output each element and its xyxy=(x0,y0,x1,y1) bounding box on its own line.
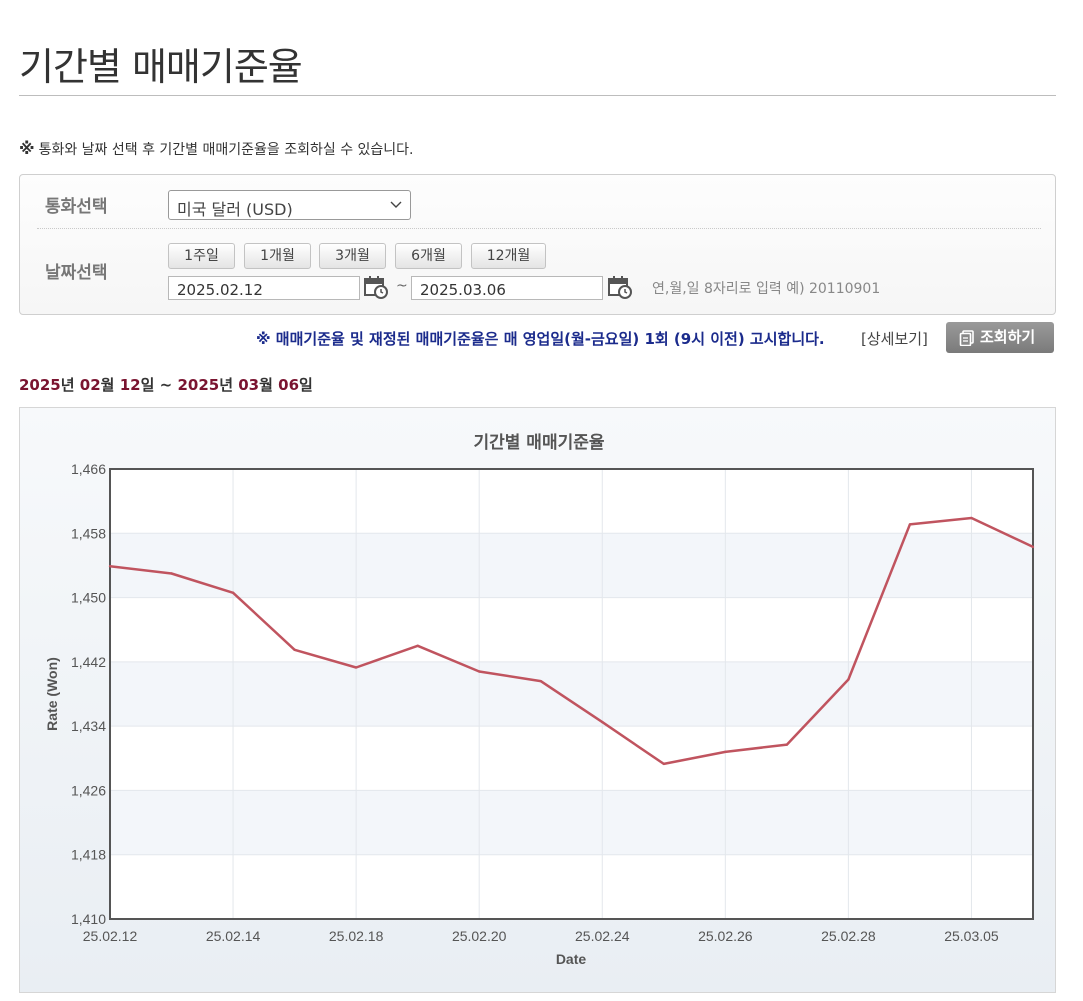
date-label: 날짜선택 xyxy=(45,263,108,283)
currency-select[interactable]: 미국 달러 (USD) xyxy=(168,190,411,220)
currency-select-value: 미국 달러 (USD) xyxy=(177,200,293,219)
data-point xyxy=(478,670,481,673)
range-end-month: 03 xyxy=(238,376,260,394)
data-point xyxy=(908,523,912,526)
x-tick-label: 25.02.26 xyxy=(698,928,753,944)
end-calendar-icon[interactable] xyxy=(607,274,633,300)
filter-panel: 통화선택 미국 달러 (USD) 날짜선택 1주일 1개월 3개월 6개월 12… xyxy=(19,174,1056,315)
range-end-year: 2025 xyxy=(177,376,220,394)
notice-text: ※ 통화와 날짜 선택 후 기간별 매매기준율을 조회하실 수 있습니다. xyxy=(19,139,414,159)
x-tick-label: 25.02.28 xyxy=(821,928,876,944)
y-tick-label: 1,450 xyxy=(71,590,106,606)
period-button-1week[interactable]: 1주일 xyxy=(168,243,235,269)
start-date-input[interactable]: 2025.02.12 xyxy=(168,276,360,300)
notice-message: 통화와 날짜 선택 후 기간별 매매기준율을 조회하실 수 있습니다. xyxy=(38,142,414,158)
period-button-1month[interactable]: 1개월 xyxy=(244,243,311,269)
range-end-day: 06 xyxy=(278,376,300,394)
range-start-month: 02 xyxy=(79,376,101,394)
data-point xyxy=(785,743,789,746)
period-button-3month[interactable]: 3개월 xyxy=(319,243,386,269)
grid-band xyxy=(110,661,1033,727)
chart-title: 기간별 매매기준율 xyxy=(473,433,604,453)
filter-row-divider xyxy=(37,228,1041,229)
range-end-day-unit: 일 xyxy=(299,376,313,394)
range-end-year-unit: 년 xyxy=(219,376,234,394)
data-point xyxy=(231,591,235,594)
range-start-month-unit: 월 xyxy=(100,376,115,394)
period-button-12month[interactable]: 12개월 xyxy=(471,243,546,269)
y-tick-label: 1,418 xyxy=(71,847,106,863)
data-point xyxy=(724,750,727,754)
title-divider xyxy=(19,95,1056,96)
data-point xyxy=(293,648,296,652)
x-tick-label: 25.02.18 xyxy=(329,928,384,944)
document-icon xyxy=(959,330,974,346)
search-button[interactable]: 조회하기 xyxy=(946,322,1054,353)
chevron-down-icon xyxy=(390,201,402,208)
range-start-day: 12 xyxy=(119,376,141,394)
currency-label: 통화선택 xyxy=(45,197,108,217)
y-tick-label: 1,458 xyxy=(71,525,106,541)
plot-border xyxy=(109,468,1034,920)
data-point xyxy=(416,644,419,647)
x-tick-label: 25.02.14 xyxy=(206,928,261,944)
search-button-label: 조회하기 xyxy=(980,328,1036,346)
range-start-day-unit: 일 xyxy=(140,376,155,394)
series-line xyxy=(109,516,1034,766)
data-point xyxy=(601,720,604,724)
data-point xyxy=(662,762,665,766)
notice-mark: ※ xyxy=(19,139,35,158)
y-tick-label: 1,442 xyxy=(71,654,106,670)
data-point xyxy=(539,679,542,683)
y-axis-title: Rate (Won) xyxy=(44,657,60,731)
data-point xyxy=(1031,545,1035,549)
detail-link[interactable]: [상세보기] xyxy=(861,330,928,348)
selected-range: 2025년 02월 12일 ~ 2025년 03월 06일 xyxy=(19,374,313,395)
grid-band xyxy=(110,533,1033,598)
x-tick-label: 25.02.12 xyxy=(83,928,138,944)
grid-band xyxy=(110,790,1033,855)
data-point xyxy=(354,666,358,669)
range-start-year-unit: 년 xyxy=(60,376,75,394)
x-tick-label: 25.02.20 xyxy=(452,928,507,944)
x-tick-label: 25.02.24 xyxy=(575,928,630,944)
x-tick-label: 25.03.05 xyxy=(944,928,999,944)
date-format-hint: 연,월,일 8자리로 입력 예) 20110901 xyxy=(652,281,881,297)
period-button-6month[interactable]: 6개월 xyxy=(395,243,462,269)
y-tick-label: 1,410 xyxy=(71,911,106,927)
date-range-tilde: ~ xyxy=(396,278,408,294)
range-end-month-unit: 월 xyxy=(259,376,273,394)
chart-panel: 1,466 1,458 1,450 1,442 1,434 1,426 1,418 1,410… xyxy=(19,407,1056,993)
page-title: 기간별 매매기준율 xyxy=(19,45,303,89)
data-point xyxy=(170,572,173,575)
range-start-year: 2025 xyxy=(19,376,61,394)
y-tick-label: 1,434 xyxy=(71,718,106,734)
data-point xyxy=(970,516,973,520)
announcement-text: ※ 매매기준율 및 재정된 매매기준율은 매 영업일(월-금요일) 1회 (9시… xyxy=(256,330,825,348)
range-separator: ~ xyxy=(159,376,173,394)
y-tick-label: 1,466 xyxy=(71,461,106,477)
start-calendar-icon[interactable] xyxy=(363,274,389,300)
data-point xyxy=(108,565,112,568)
rate-chart: 1,466 1,458 1,450 1,442 1,434 1,426 1,418 1,410… xyxy=(44,433,1035,967)
y-tick-label: 1,426 xyxy=(71,782,106,798)
end-date-input[interactable]: 2025.03.06 xyxy=(411,276,603,300)
x-axis-title: Date xyxy=(556,951,587,967)
data-point xyxy=(847,678,850,681)
